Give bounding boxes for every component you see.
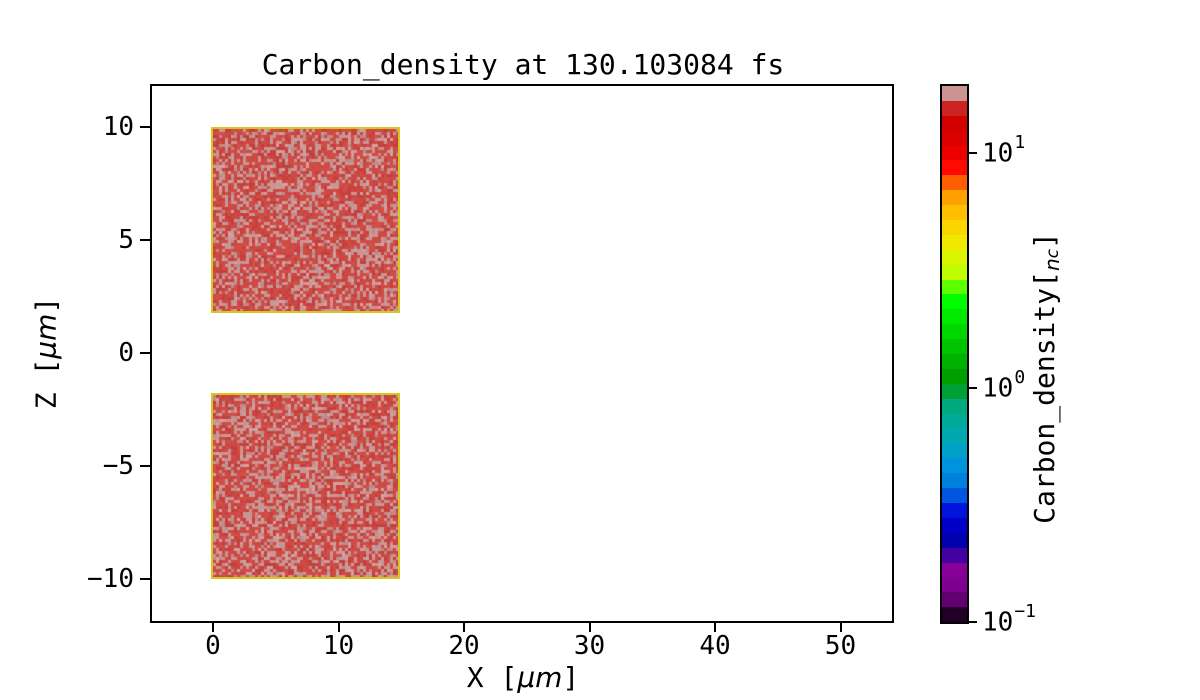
colorbar-band	[942, 517, 967, 533]
colorbar-band	[942, 562, 967, 578]
colorbar-band	[942, 428, 967, 444]
colorbar-band	[942, 592, 967, 608]
colorbar-band	[942, 130, 967, 146]
density-texture-upper	[213, 129, 398, 311]
x-tick-label: 50	[824, 631, 857, 661]
colorbar-tick-label: 10−1	[982, 601, 1036, 638]
y-tick-label: −10	[87, 564, 134, 594]
x-tick-label: 0	[205, 631, 221, 661]
colorbar-band	[942, 577, 967, 593]
colorbar-band	[942, 160, 967, 176]
y-axis-unit: μm	[29, 313, 63, 359]
density-texture-lower	[213, 395, 398, 577]
colorbar-band	[942, 115, 967, 131]
colorbar-band	[942, 473, 967, 489]
x-tick-mark	[714, 622, 716, 632]
x-axis-label-close: ]	[562, 661, 580, 694]
colorbar-band	[942, 264, 967, 280]
x-axis-label: X [μm]	[467, 661, 580, 694]
colorbar-band	[942, 458, 967, 474]
y-tick-mark	[140, 578, 150, 580]
colorbar-band	[942, 413, 967, 429]
y-tick-mark	[140, 126, 150, 128]
x-tick-label: 30	[573, 631, 606, 661]
y-tick-mark	[140, 352, 150, 354]
colorbar-band	[942, 354, 967, 369]
colorbar-label-text: Carbon_density[	[1027, 271, 1061, 524]
x-tick-label: 40	[699, 631, 731, 661]
y-tick-label: 5	[118, 225, 134, 255]
colorbar-band	[942, 145, 967, 161]
colorbar-band	[942, 175, 967, 191]
colorbar-band	[942, 607, 967, 623]
colorbar-tick-mark	[969, 621, 977, 623]
colorbar-tick-mark	[969, 386, 977, 389]
colorbar-band	[942, 368, 967, 384]
colorbar-band	[942, 547, 967, 563]
colorbar-tick-mark	[969, 152, 977, 154]
x-tick-label: 10	[322, 631, 355, 661]
colorbar-band	[942, 339, 967, 355]
colorbar-band	[942, 190, 967, 206]
density-patch-upper	[211, 127, 400, 313]
colorbar-band	[942, 324, 967, 340]
colorbar-band	[942, 532, 967, 548]
x-tick-label: 20	[448, 631, 480, 661]
colorbar-band	[942, 443, 967, 459]
colorbar-band	[942, 205, 967, 221]
x-tick-mark	[337, 622, 340, 632]
colorbar-band	[942, 502, 967, 518]
chart-title: Carbon_density at 130.103084 fs	[261, 48, 785, 81]
colorbar-band	[942, 309, 967, 325]
density-patch-lower	[211, 393, 400, 579]
y-tick-label: 0	[118, 338, 134, 368]
colorbar-label-close: ]	[1027, 232, 1061, 249]
colorbar-band	[942, 279, 967, 295]
y-tick-mark	[140, 465, 150, 467]
x-axis-unit: μm	[517, 661, 563, 694]
colorbar-band	[942, 234, 967, 250]
y-axis-label: Z [μm]	[30, 297, 63, 410]
colorbar-band	[942, 383, 967, 399]
y-axis-label-close: ]	[29, 296, 63, 314]
y-tick-mark	[140, 239, 150, 241]
colorbar-tick-label: 100	[982, 366, 1026, 404]
colorbar-label: Carbon_density[nc]	[1028, 232, 1064, 524]
x-axis-label-text: X [	[466, 661, 518, 694]
colorbar-tick-label: 101	[982, 132, 1026, 169]
colorbar-band	[942, 220, 967, 235]
y-axis-label-text: Z [	[29, 358, 63, 410]
colorbar-label-subscript: c	[1042, 248, 1063, 259]
colorbar-band	[942, 86, 967, 101]
x-tick-mark	[588, 622, 591, 632]
y-tick-label: −5	[102, 451, 134, 481]
colorbar-band	[942, 398, 967, 414]
x-tick-mark	[212, 622, 214, 632]
x-tick-mark	[463, 622, 465, 632]
colorbar-band	[942, 249, 967, 265]
colorbar-band	[942, 100, 967, 116]
colorbar-label-symbol: n	[1040, 258, 1065, 271]
colorbar-band	[942, 294, 967, 310]
colorbar	[940, 84, 969, 624]
x-tick-mark	[839, 622, 842, 632]
colorbar-band	[942, 488, 967, 503]
y-tick-label: 10	[102, 112, 134, 142]
